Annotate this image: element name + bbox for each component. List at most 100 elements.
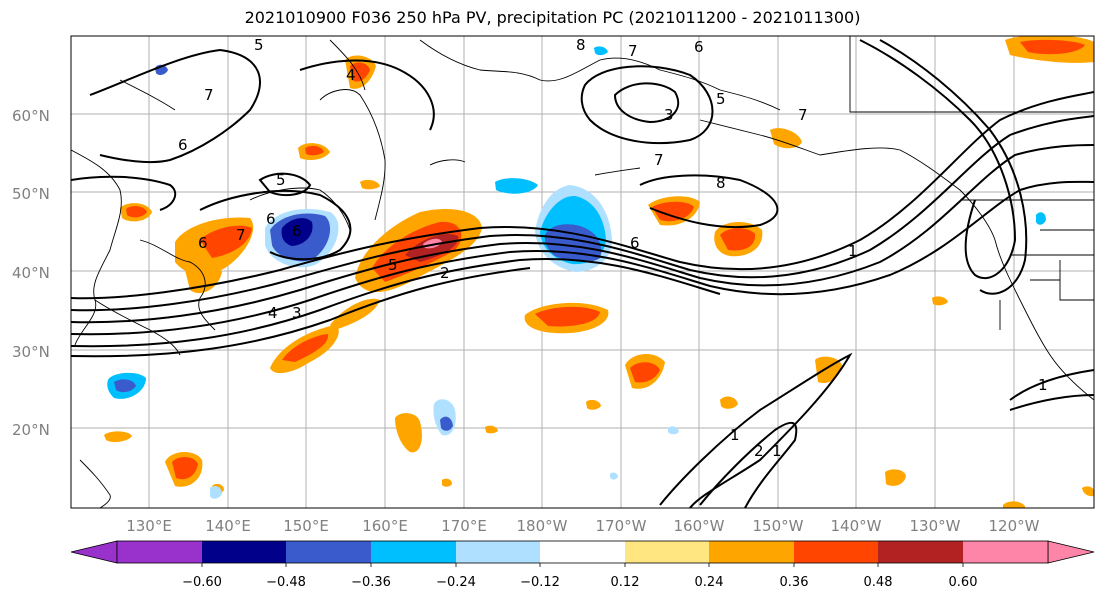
contour-label: 2 [754,442,764,460]
precip-blob [172,456,198,480]
precip-blob [440,416,453,431]
precip-blob [932,296,948,306]
contour-label: 3 [292,304,302,322]
precip-blob [594,46,608,56]
precip-blob [720,396,738,409]
lon-label: 160°W [674,517,725,535]
contour-label: 8 [716,174,726,192]
lon-label: 120°W [989,517,1040,535]
contour-label: 6 [630,234,640,252]
contour-label: 7 [654,151,664,169]
contour-label: 7 [798,106,808,124]
lon-label: 140°W [831,517,882,535]
contour-label: 5 [388,256,398,274]
contour-label: 6 [266,210,276,228]
lon-label: 150°E [283,517,329,535]
precip-blob [770,128,802,149]
colorbar-segment [540,541,625,563]
colorbar-tick-label: −0.12 [520,575,560,590]
lat-label: 20°N [12,421,50,439]
precip-blob [210,486,222,499]
pv-contours [71,39,1094,508]
colorbar-segment [709,541,794,563]
colorbar-tick-label: −0.60 [182,575,222,590]
precip-blob [200,225,252,258]
precip-blob [1003,501,1025,508]
precip-blob [495,178,538,194]
precip-blob [442,478,452,487]
map-title: 2021010900 F036 250 hPa PV, precipitatio… [244,8,861,27]
colorbar-tick-label: −0.48 [266,575,306,590]
lon-label: 130°W [910,517,961,535]
contour-label: 8 [576,36,586,54]
precip-blob [350,62,370,82]
contour-label: 7 [204,86,214,104]
lon-label: 180°W [517,517,568,535]
precip-blob [586,399,601,410]
lat-label: 60°N [12,107,50,125]
contour-label: 5 [276,171,286,189]
precip-blob [1036,212,1046,225]
precip-blob [114,379,136,393]
precip-blob [535,306,600,327]
lon-label: 140°E [205,517,251,535]
contour-label: 7 [236,226,246,244]
lon-label: 160°E [362,517,408,535]
colorbar-segment [202,541,286,563]
lon-label: 130°E [126,517,172,535]
colorbar-tick-label: 0.24 [695,575,724,590]
colorbar-frame [116,540,1049,564]
precip-blob [1020,39,1085,55]
contour-label: 5 [716,90,726,108]
precip-blob [485,425,498,434]
lat-label: 50°N [12,185,50,203]
lon-label: 170°W [596,517,647,535]
precip-blob [281,218,313,246]
colorbar-tick-label: −0.24 [436,575,476,590]
colorbar-tick-label: 0.48 [864,575,893,590]
precip-blob [1082,486,1094,497]
precip-blob [610,472,618,480]
precip-blob [282,334,329,362]
lon-label: 170°E [441,517,487,535]
colorbar-segment [625,541,709,563]
precip-blob [630,362,660,383]
contour-label: 1 [848,242,858,260]
colorbar-segment [456,541,540,563]
precip-blob [185,264,222,294]
coastlines [71,36,1094,508]
lat-label: 40°N [12,264,50,282]
precipitation-shading [104,36,1094,508]
map-panel [71,36,1094,508]
precip-blob [126,206,147,218]
lon-label: 150°W [753,517,804,535]
contour-label: 7 [628,42,638,60]
map-frame [70,35,1095,509]
colorbar-tick-label: −0.36 [351,575,391,590]
contour-label: 3 [664,106,674,124]
precip-blob [104,431,132,443]
colorbar-segment [794,541,878,563]
precip-blob [668,426,679,435]
precip-blob [305,145,324,156]
precip-blob [360,179,380,190]
contour-label: 6 [694,38,704,56]
contour-label: 1 [772,442,782,460]
lat-label: 30°N [12,343,50,361]
contour-label: 1 [730,426,740,444]
colorbar [70,540,1095,567]
precip-blob [652,201,694,222]
contour-label: 6 [178,136,188,154]
gridlines [71,36,1094,508]
contour-label: 6 [198,234,208,252]
colorbar-segment [878,541,963,563]
precip-blob [720,228,756,251]
latitude-labels: 60°N 50°N 40°N 30°N 20°N [12,107,50,439]
colorbar-tick-label: 0.36 [780,575,809,590]
contour-label: 4 [346,66,356,84]
colorbar-tick-label: 0.60 [949,575,978,590]
colorbar-tick-label: 0.12 [611,575,640,590]
precip-blob [885,469,906,486]
contour-labels: 5 8 7 6 4 3 7 5 6 5 7 8 6 6 7 6 5 2 4 3 … [178,36,1048,460]
